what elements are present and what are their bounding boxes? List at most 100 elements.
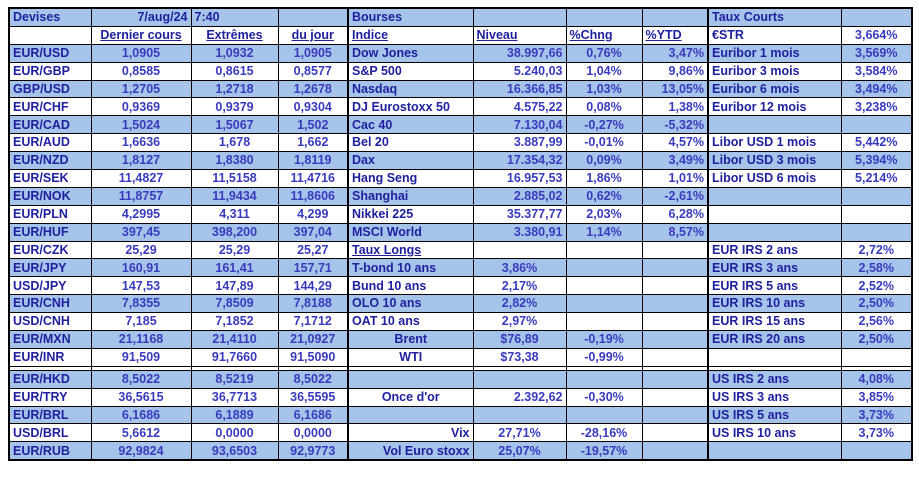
table-row: EUR/NZD 1,8127 1,8380 1,8119 Dax 17.354,32 0,0…: [8, 151, 913, 171]
du-jour-value: 397,04: [277, 222, 349, 242]
dernier-cours-value: 8,5022: [90, 369, 192, 389]
du-jour-value: 1,8119: [277, 151, 349, 171]
taux-value: 3,569%: [840, 43, 913, 63]
niveau-value: 5.240,03: [472, 61, 567, 81]
currency-pair-label: EUR/CZK: [8, 240, 92, 260]
du-jour-value: 157,71: [277, 258, 349, 278]
time-label: 7:40: [190, 7, 279, 27]
indice-label: Nasdaq: [347, 79, 474, 99]
taux-label: Euribor 3 mois: [707, 61, 842, 81]
niveau-value: [472, 240, 567, 260]
table-row: EUR/USD 1,0905 1,0932 1,0905 Dow Jones 38.997…: [8, 43, 913, 63]
niveau-value: 4.575,22: [472, 97, 567, 117]
indice-label: Vol Euro stoxx: [347, 441, 474, 461]
ytd-value: [641, 258, 709, 278]
dernier-cours-value: 1,0905: [90, 43, 192, 63]
empty-cell: [840, 115, 913, 135]
niveau-value: 2,17%: [472, 276, 567, 296]
currency-pair-label: EUR/HKD: [8, 369, 92, 389]
indice-label: Once d'or: [347, 387, 474, 407]
taux-value: 2,50%: [840, 330, 913, 349]
chng-value: 0,76%: [565, 43, 643, 63]
empty-cell: [707, 186, 842, 206]
niveau-value: 2,82%: [472, 294, 567, 314]
table-row: EUR/CZK 25,29 25,29 25,27 Taux Longs EUR IRS …: [8, 240, 913, 260]
du-jour-value: 91,5090: [277, 347, 349, 367]
taux-value: 5,214%: [840, 169, 913, 188]
ytd-value: [641, 294, 709, 314]
niveau-value: $76,89: [472, 330, 567, 349]
chng-value: [565, 258, 643, 278]
market-board: Devises 7/aug/24 7:40 Bourses Taux Courts Der…: [8, 7, 913, 462]
extremes-value: 93,6503: [190, 441, 279, 461]
indice-label: WTI: [347, 347, 474, 367]
market-data-table: Devises 7/aug/24 7:40 Bourses Taux Courts Der…: [8, 7, 913, 462]
chng-value: [565, 276, 643, 296]
extremes-value: 1,0932: [190, 43, 279, 63]
niveau-value: 27,71%: [472, 423, 567, 443]
extremes-value: 1,8380: [190, 151, 279, 171]
taux-value: 5,442%: [840, 133, 913, 153]
du-jour-value: 1,502: [277, 115, 349, 135]
ytd-value: [641, 441, 709, 461]
du-jour-value: 4,299: [277, 204, 349, 224]
extremes-value: 7,1852: [190, 312, 279, 332]
table-row: Devises 7/aug/24 7:40 Bourses Taux Courts: [8, 7, 913, 27]
table-row: EUR/BRL 6,1686 6,1889 6,1686 US IRS 5 ans 3,7…: [8, 405, 913, 425]
taux-label: US IRS 10 ans: [707, 423, 842, 443]
niveau-value: 2,97%: [472, 312, 567, 332]
dernier-cours-value: 4,2995: [90, 204, 192, 224]
extremes-value: 8,5219: [190, 369, 279, 389]
currency-pair-label: EUR/PLN: [8, 204, 92, 224]
indice-label: Nikkei 225: [347, 204, 474, 224]
empty-cell: [472, 405, 567, 425]
chng-value: -0,99%: [565, 347, 643, 367]
chng-header: %Chng: [565, 25, 643, 45]
chng-value: 2,03%: [565, 204, 643, 224]
empty-cell: [641, 369, 709, 389]
empty-cell: [707, 204, 842, 224]
currency-pair-label: EUR/GBP: [8, 61, 92, 81]
dernier-cours-value: 0,9369: [90, 97, 192, 117]
du-jour-value: 0,8577: [277, 61, 349, 81]
currency-pair-label: EUR/AUD: [8, 133, 92, 153]
extremes-value: 398,200: [190, 222, 279, 242]
table-row: Dernier cours Extrêmes du jour Indice Niveau…: [8, 25, 913, 45]
indice-label: Taux Longs: [347, 240, 474, 260]
indice-label: MSCI World: [347, 222, 474, 242]
ytd-header: %YTD: [641, 25, 709, 45]
table-row: EUR/AUD 1,6636 1,678 1,662 Bel 20 3.887,99 -0,…: [8, 133, 913, 153]
indice-label: Brent: [347, 330, 474, 349]
indice-label: T-bond 10 ans: [347, 258, 474, 278]
niveau-value: 16.957,53: [472, 169, 567, 188]
ytd-value: [641, 387, 709, 407]
currency-pair-label: EUR/CAD: [8, 115, 92, 135]
empty-cell: [641, 405, 709, 425]
empty-cell: [347, 405, 474, 425]
taux-value: 3,85%: [840, 387, 913, 407]
indice-label: Cac 40: [347, 115, 474, 135]
empty-cell: [707, 222, 842, 242]
bourses-section-title: Bourses: [347, 7, 474, 27]
extremes-value: 0,9379: [190, 97, 279, 117]
ytd-value: [641, 423, 709, 443]
chng-value: -0,19%: [565, 330, 643, 349]
currency-pair-label: EUR/HUF: [8, 222, 92, 242]
table-row: EUR/MXN 21,1168 21,4110 21,0927 Brent $76,89-…: [8, 330, 913, 349]
currency-pair-label: EUR/CNH: [8, 294, 92, 314]
chng-value: 1,86%: [565, 169, 643, 188]
empty-cell: [472, 369, 567, 389]
table-row: EUR/CHF 0,9369 0,9379 0,9304 DJ Eurostoxx 50…: [8, 97, 913, 117]
taux-label: EUR IRS 3 ans: [707, 258, 842, 278]
currency-pair-label: GBP/USD: [8, 79, 92, 99]
ytd-value: 13,05%: [641, 79, 709, 99]
chng-value: 0,08%: [565, 97, 643, 117]
table-row: USD/JPY 147,53 147,89 144,29 Bund 10 ans 2,17…: [8, 276, 913, 296]
du-jour-value: 0,9304: [277, 97, 349, 117]
empty-cell: [8, 25, 92, 45]
taux-value: 2,50%: [840, 294, 913, 314]
dernier-cours-value: 1,5024: [90, 115, 192, 135]
extremes-value: 7,8509: [190, 294, 279, 314]
taux-label: Libor USD 1 mois: [707, 133, 842, 153]
chng-value: -19,57%: [565, 441, 643, 461]
